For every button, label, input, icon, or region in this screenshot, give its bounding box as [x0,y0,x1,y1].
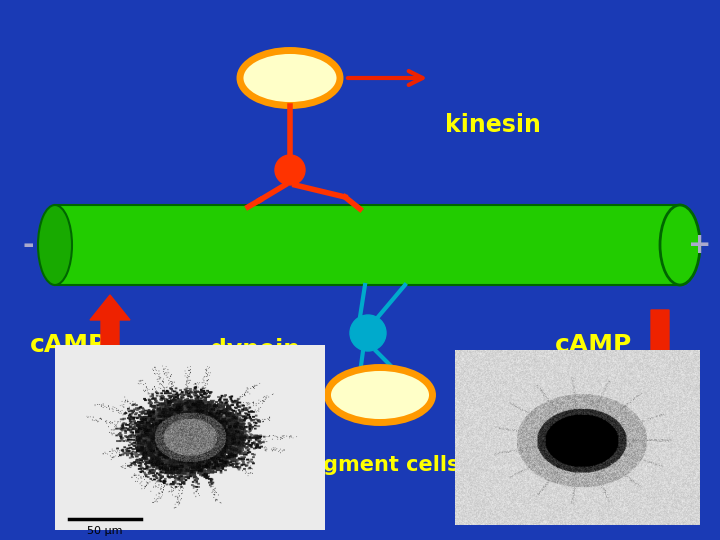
Ellipse shape [240,51,340,105]
FancyArrow shape [90,295,130,375]
FancyBboxPatch shape [55,205,680,285]
Ellipse shape [328,368,433,422]
Ellipse shape [38,205,72,285]
Text: cAMP: cAMP [30,333,107,357]
Text: 50 μm: 50 μm [87,526,122,536]
Ellipse shape [660,205,700,285]
FancyArrow shape [640,310,680,390]
Text: kinesin: kinesin [445,113,541,137]
Circle shape [350,315,386,351]
Text: cAMP: cAMP [555,333,632,357]
Text: +: + [688,231,711,259]
Text: -: - [22,231,34,259]
Circle shape [275,155,305,185]
Text: dynein: dynein [210,338,300,362]
Text: pigment cells: pigment cells [301,455,459,475]
